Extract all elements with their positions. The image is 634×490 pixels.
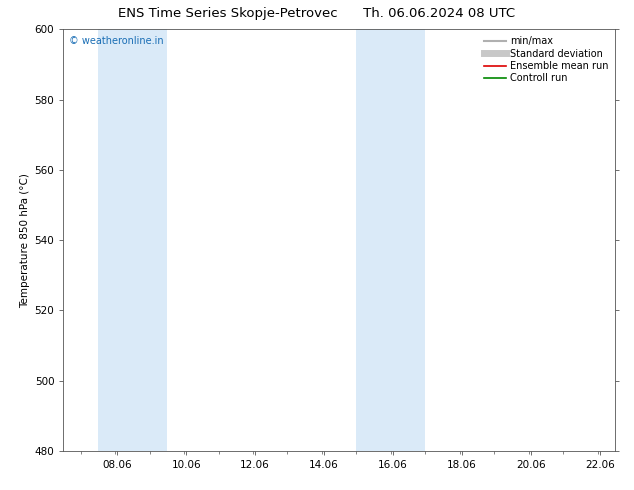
Text: © weatheronline.in: © weatheronline.in [69,36,164,46]
Text: ENS Time Series Skopje-Petrovec      Th. 06.06.2024 08 UTC: ENS Time Series Skopje-Petrovec Th. 06.0… [119,7,515,21]
Legend: min/max, Standard deviation, Ensemble mean run, Controll run: min/max, Standard deviation, Ensemble me… [482,34,610,85]
Bar [356,29,425,451]
Bar [98,29,167,451]
Y-axis label: Temperature 850 hPa (°C): Temperature 850 hPa (°C) [20,172,30,308]
